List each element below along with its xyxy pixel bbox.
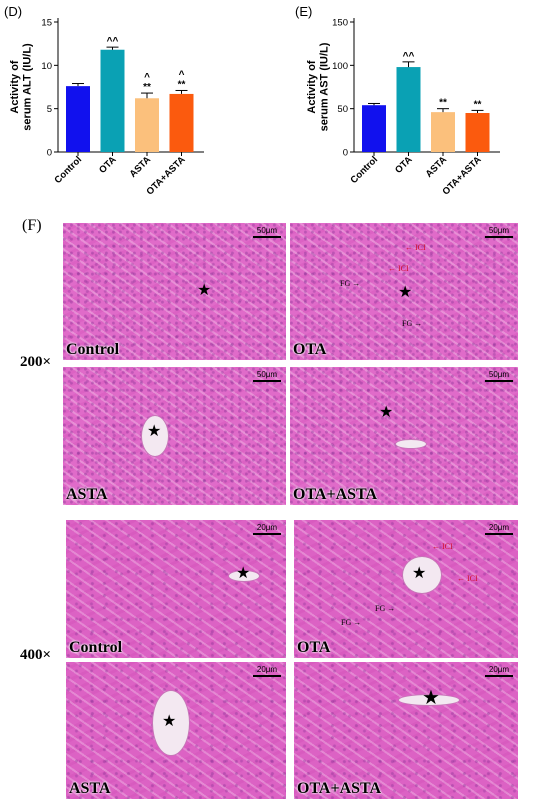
bar — [135, 98, 159, 152]
significance-label: ^ — [144, 72, 150, 83]
scale-bar: 20μm — [253, 665, 281, 681]
group-label: OTA+ASTA — [293, 486, 378, 503]
x-tick-label: Control — [52, 154, 84, 186]
central-vein — [402, 556, 442, 594]
central-vein-star-icon: ★ — [379, 404, 394, 421]
scale-bar: 50μm — [253, 226, 281, 242]
central-vein-star-icon: ★ — [422, 687, 440, 709]
central-vein — [141, 415, 169, 457]
group-label: Control — [66, 341, 120, 358]
ici-annotation: ← ICI — [388, 264, 409, 273]
y-tick-label: 0 — [47, 148, 52, 159]
bar — [100, 49, 125, 152]
x-tick-label: ASTA — [424, 154, 450, 180]
panel-letter: (E) — [295, 4, 312, 19]
micrograph-200-ota-asta: 50μm ★ OTA+ASTA — [290, 367, 518, 505]
central-vein — [228, 570, 260, 582]
group-label: OTA — [293, 341, 327, 358]
fg-annotation: FG → — [340, 279, 361, 288]
central-vein — [152, 690, 190, 756]
group-label: ASTA — [66, 486, 108, 503]
vessel — [395, 439, 427, 449]
y-tick-label: 15 — [41, 18, 52, 29]
micrograph-400-control: 20μm ★ Control — [66, 520, 286, 658]
micrograph-200-control: 50μm ★ Control — [63, 223, 286, 360]
central-vein-star-icon: ★ — [147, 423, 162, 440]
bar — [362, 105, 386, 152]
micrograph-400-asta: 20μm ★ ASTA — [66, 662, 286, 799]
bar — [431, 112, 455, 152]
significance-label: ^^ — [403, 51, 415, 62]
scale-bar: 20μm — [485, 665, 513, 681]
scale-bar: 20μm — [253, 523, 281, 539]
bar — [169, 93, 194, 152]
ici-annotation: ← ICI — [457, 574, 478, 583]
panel-letter: (D) — [4, 4, 22, 19]
ici-annotation: ← ICI — [405, 243, 426, 252]
central-vein-star-icon: ★ — [162, 713, 177, 730]
micrograph-200-ota: 50μm ← ICI ← ICI FG → FG → ★ OTA — [290, 223, 518, 360]
significance-label: ^ — [179, 69, 185, 80]
scale-bar: 50μm — [485, 226, 513, 242]
micrograph-400-ota-asta: 20μm ★ OTA+ASTA — [294, 662, 518, 799]
y-axis-label: Activity ofserum AST (IU/L) — [306, 42, 331, 131]
significance-label: ^^ — [107, 36, 119, 47]
y-tick-label: 150 — [332, 18, 348, 29]
group-label: OTA+ASTA — [297, 780, 382, 797]
y-axis-label: Activity ofserum ALT (IU/L) — [9, 43, 34, 131]
y-tick-label: 10 — [41, 61, 52, 72]
x-tick-label: ASTA — [128, 154, 154, 180]
ici-annotation: ← ICI — [432, 542, 453, 551]
significance-label: ** — [474, 99, 482, 110]
x-tick-label: OTA — [393, 154, 415, 176]
central-vein-star-icon: ★ — [412, 565, 427, 582]
bar — [396, 67, 421, 152]
significance-label: ** — [178, 79, 186, 90]
panel-f-label: (F) — [22, 217, 42, 234]
fg-annotation: FG → — [402, 319, 423, 328]
group-label: Control — [69, 639, 123, 656]
alt-bar-chart: (D) Activity ofserum ALT (IU/L) 0 5 10 15 Cont… — [4, 4, 204, 198]
central-vein — [398, 694, 460, 706]
fg-annotation: FG → — [375, 604, 396, 613]
group-label: ASTA — [69, 780, 111, 797]
micrograph-400-ota: 20μm ← ICI ← ICI FG → FG → ★ OTA — [294, 520, 518, 658]
significance-label: ** — [439, 98, 447, 109]
group-label: OTA — [297, 639, 331, 656]
magnification-400: 400× — [20, 647, 52, 663]
micrograph-200-asta: 50μm ★ ASTA — [63, 367, 286, 505]
y-tick-label: 100 — [332, 61, 348, 72]
y-tick-label: 50 — [337, 104, 348, 115]
x-tick-label: Control — [348, 154, 380, 186]
scale-bar: 50μm — [253, 370, 281, 386]
magnification-200: 200× — [20, 354, 52, 370]
central-vein-star-icon: ★ — [236, 565, 251, 582]
x-tick-label: OTA — [97, 154, 119, 176]
central-vein-star-icon: ★ — [197, 282, 212, 299]
y-tick-label: 0 — [343, 148, 348, 159]
scale-bar: 20μm — [485, 523, 513, 539]
bar — [66, 86, 90, 152]
scale-bar: 50μm — [485, 370, 513, 386]
ast-bar-chart: (E) Activity ofserum AST (IU/L) 0 50 100 150 C… — [295, 4, 500, 198]
fg-annotation: FG → — [341, 618, 362, 627]
y-tick-label: 5 — [47, 104, 52, 115]
central-vein-star-icon: ★ — [398, 284, 413, 301]
bar — [465, 113, 490, 152]
significance-label: ** — [143, 82, 151, 93]
